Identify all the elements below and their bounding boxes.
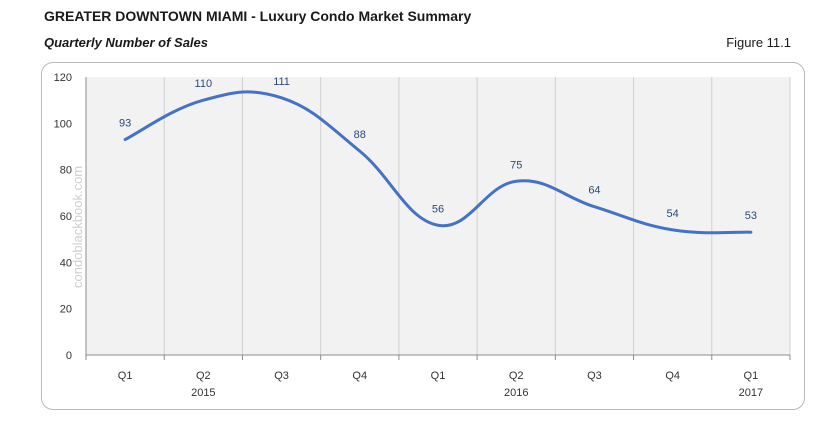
- y-tick-label: 120: [54, 72, 72, 84]
- data-label: 110: [195, 78, 213, 90]
- data-label: 88: [354, 129, 366, 141]
- axes: [85, 77, 791, 360]
- x-tick-label: Q2: [196, 370, 211, 382]
- data-label: 111: [273, 76, 290, 88]
- y-tick-label: 100: [54, 118, 72, 130]
- x-year-label: 2015: [191, 387, 215, 399]
- chart-subtitle: Quarterly Number of Sales: [44, 35, 208, 50]
- x-year-label: 2017: [739, 387, 763, 399]
- watermark-text: condoblackbook.com: [70, 166, 85, 288]
- report-title: GREATER DOWNTOWN MIAMI - Luxury Condo Ma…: [44, 8, 472, 24]
- y-tick-label: 20: [60, 304, 72, 316]
- x-tick-label: Q1: [744, 370, 759, 382]
- x-year-label: 2016: [504, 387, 528, 399]
- data-labels: 93 110 111 88 56 75 64 54 53: [119, 76, 757, 222]
- x-tick-label: Q4: [352, 370, 367, 382]
- y-tick-label: 0: [66, 350, 72, 362]
- data-label: 75: [510, 159, 522, 171]
- figure-label: Figure 11.1: [726, 35, 791, 50]
- y-tick-label: 60: [60, 211, 72, 223]
- y-tick-label: 40: [60, 257, 72, 269]
- data-label: 93: [119, 118, 131, 130]
- x-tick-label: Q1: [431, 370, 446, 382]
- x-tick-label: Q2: [509, 370, 524, 382]
- y-tick-label: 80: [60, 165, 72, 177]
- x-tick-label: Q1: [118, 370, 133, 382]
- data-label: 54: [667, 208, 679, 220]
- tick-labels: 0 20 40 60 80 100 120 Q1 Q2 2015 Q3 Q4 Q1 Q2 2016 Q3 Q4 Q…: [54, 72, 763, 399]
- data-label: 56: [432, 203, 444, 215]
- x-tick-label: Q3: [274, 370, 289, 382]
- x-tick-label: Q3: [587, 370, 602, 382]
- data-label: 53: [745, 210, 757, 222]
- series-line-sales: [123, 90, 753, 235]
- data-label: 64: [588, 185, 600, 197]
- plot-area: [86, 77, 790, 355]
- x-tick-label: Q4: [665, 370, 680, 382]
